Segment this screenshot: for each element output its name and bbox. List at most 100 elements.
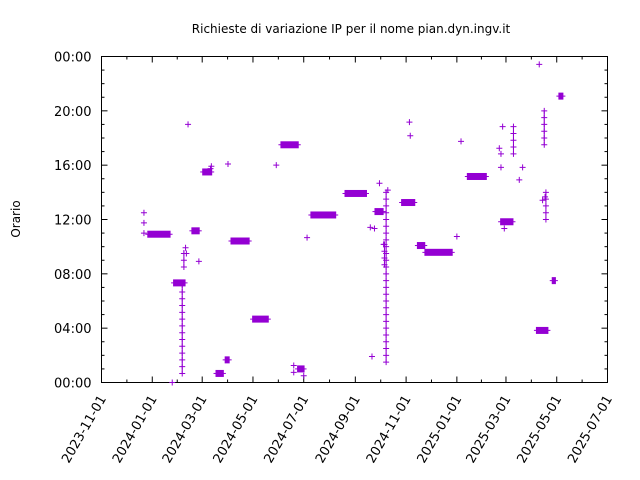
y-tick-label: 00:00 bbox=[54, 51, 91, 66]
data-point bbox=[383, 243, 390, 250]
data-point bbox=[383, 325, 390, 332]
data-point bbox=[497, 150, 504, 157]
data-point bbox=[542, 216, 549, 223]
data-point bbox=[542, 202, 549, 209]
data-point bbox=[383, 345, 390, 352]
data-point bbox=[510, 150, 517, 157]
data-point bbox=[179, 336, 186, 343]
data-point bbox=[510, 130, 517, 137]
data-point bbox=[383, 202, 390, 209]
y-axis-label: Orario bbox=[9, 200, 23, 237]
data-point bbox=[140, 230, 147, 237]
x-tick-label: 2025-07-01 bbox=[565, 393, 616, 466]
data-point bbox=[542, 209, 549, 216]
data-point bbox=[497, 164, 504, 171]
data-point bbox=[453, 233, 460, 240]
data-point bbox=[383, 236, 390, 243]
data-point bbox=[180, 257, 187, 264]
x-tick-label: 2025-03-01 bbox=[464, 393, 515, 466]
data-point bbox=[496, 145, 503, 152]
data-point bbox=[383, 359, 390, 366]
x-tick-label: 2024-11-01 bbox=[364, 393, 415, 466]
y-tick-label: 16:00 bbox=[54, 159, 91, 174]
data-point bbox=[458, 138, 465, 145]
x-axis: 2023-11-01 2024-01-01 2024-03-01 2024-05-01… bbox=[59, 56, 616, 466]
data-point bbox=[541, 114, 548, 121]
data-point bbox=[182, 244, 189, 251]
data-point bbox=[179, 356, 186, 363]
y-tick-label: 04:00 bbox=[54, 322, 91, 337]
y-tick-label: 00:00 bbox=[54, 377, 91, 392]
data-point bbox=[383, 311, 390, 318]
data-point bbox=[499, 123, 506, 130]
y-tick-label: 20:00 bbox=[54, 105, 91, 120]
data-point bbox=[541, 107, 548, 114]
data-point bbox=[185, 121, 192, 128]
data-point bbox=[376, 180, 383, 187]
data-point bbox=[179, 343, 186, 350]
data-point bbox=[371, 225, 378, 232]
data-point bbox=[406, 119, 413, 126]
data-point bbox=[541, 141, 548, 148]
data-point bbox=[383, 196, 390, 203]
data-point bbox=[383, 250, 390, 257]
y-tick-label: 08:00 bbox=[54, 268, 91, 283]
data-point bbox=[179, 295, 186, 302]
x-tick-label: 2025-01-01 bbox=[415, 393, 466, 466]
data-point bbox=[180, 250, 187, 257]
data-point bbox=[383, 189, 390, 196]
data-point bbox=[541, 135, 548, 141]
data-point bbox=[383, 230, 390, 237]
data-point bbox=[383, 298, 390, 304]
data-point bbox=[300, 372, 307, 379]
data-point bbox=[383, 270, 390, 277]
data-point bbox=[179, 363, 186, 370]
data-point bbox=[195, 258, 202, 265]
data-point bbox=[169, 379, 176, 386]
data-point bbox=[368, 353, 375, 360]
data-point bbox=[140, 209, 147, 216]
data-point bbox=[179, 282, 186, 289]
data-point bbox=[407, 132, 414, 139]
x-tick-label: 2024-07-01 bbox=[261, 393, 312, 466]
data-point bbox=[501, 225, 508, 232]
x-tick-label: 2024-09-01 bbox=[313, 393, 364, 466]
data-point bbox=[367, 224, 374, 231]
data-point bbox=[225, 161, 231, 168]
data-point bbox=[383, 304, 390, 311]
data-point bbox=[383, 352, 390, 359]
data-point bbox=[383, 277, 390, 284]
data-point bbox=[542, 196, 549, 203]
x-tick-label: 2025-05-01 bbox=[514, 393, 565, 466]
data-point bbox=[208, 163, 215, 170]
data-point bbox=[383, 209, 390, 216]
data-point bbox=[179, 350, 186, 357]
data-point bbox=[383, 331, 390, 338]
x-tick-label: 2024-03-01 bbox=[160, 393, 211, 466]
data-marks bbox=[140, 61, 566, 386]
data-point bbox=[536, 61, 543, 68]
data-point bbox=[304, 234, 311, 241]
data-point bbox=[179, 370, 186, 377]
data-point bbox=[383, 284, 390, 291]
data-point bbox=[510, 123, 517, 130]
data-point bbox=[179, 316, 186, 323]
data-point bbox=[290, 369, 297, 376]
data-point bbox=[542, 189, 549, 196]
data-point bbox=[179, 302, 186, 309]
data-point bbox=[383, 257, 390, 264]
data-point bbox=[179, 322, 186, 329]
data-point bbox=[519, 164, 526, 171]
data-point bbox=[510, 137, 517, 144]
plot-frame bbox=[101, 56, 608, 383]
data-point bbox=[541, 121, 548, 128]
data-point bbox=[383, 216, 390, 223]
data-point bbox=[510, 144, 517, 151]
data-point bbox=[516, 176, 523, 183]
data-point bbox=[179, 329, 186, 336]
data-point bbox=[539, 197, 546, 204]
data-point bbox=[541, 128, 548, 135]
data-point bbox=[179, 309, 186, 316]
data-point bbox=[383, 318, 390, 325]
